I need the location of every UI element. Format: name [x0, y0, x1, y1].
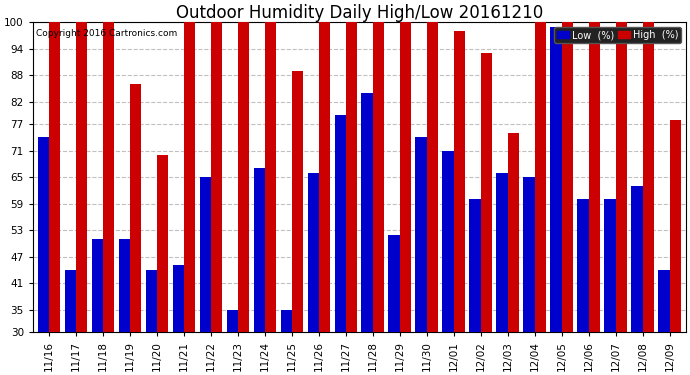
Bar [308, 172, 319, 332]
Bar [415, 137, 427, 332]
Bar [496, 172, 508, 332]
Bar [604, 199, 615, 332]
Bar [199, 177, 211, 332]
Bar [335, 115, 346, 332]
Bar [551, 27, 562, 332]
Bar [615, 22, 627, 332]
Bar [157, 155, 168, 332]
Bar [319, 22, 331, 332]
Bar [589, 22, 600, 332]
Bar [481, 53, 492, 332]
Bar [469, 199, 481, 332]
Bar [184, 22, 195, 332]
Bar [130, 84, 141, 332]
Bar [103, 22, 115, 332]
Bar [427, 22, 438, 332]
Title: Outdoor Humidity Daily High/Low 20161210: Outdoor Humidity Daily High/Low 20161210 [176, 4, 543, 22]
Bar [562, 22, 573, 332]
Bar [211, 22, 222, 332]
Bar [535, 22, 546, 332]
Bar [388, 234, 400, 332]
Bar [658, 270, 669, 332]
Bar [642, 22, 654, 332]
Bar [253, 168, 265, 332]
Bar [65, 270, 76, 332]
Bar [631, 186, 642, 332]
Bar [38, 137, 49, 332]
Bar [442, 150, 454, 332]
Bar [524, 177, 535, 332]
Bar [508, 133, 519, 332]
Bar [226, 310, 238, 332]
Bar [373, 22, 384, 332]
Bar [578, 199, 589, 332]
Bar [92, 239, 103, 332]
Bar [400, 22, 411, 332]
Bar [292, 71, 303, 332]
Bar [346, 22, 357, 332]
Text: Copyright 2016 Cartronics.com: Copyright 2016 Cartronics.com [36, 28, 177, 38]
Legend: Low  (%), High  (%): Low (%), High (%) [554, 27, 681, 43]
Bar [265, 22, 276, 332]
Bar [362, 93, 373, 332]
Bar [172, 266, 184, 332]
Bar [76, 22, 88, 332]
Bar [281, 310, 292, 332]
Bar [669, 120, 681, 332]
Bar [119, 239, 130, 332]
Bar [49, 22, 60, 332]
Bar [454, 31, 465, 332]
Bar [146, 270, 157, 332]
Bar [238, 22, 249, 332]
